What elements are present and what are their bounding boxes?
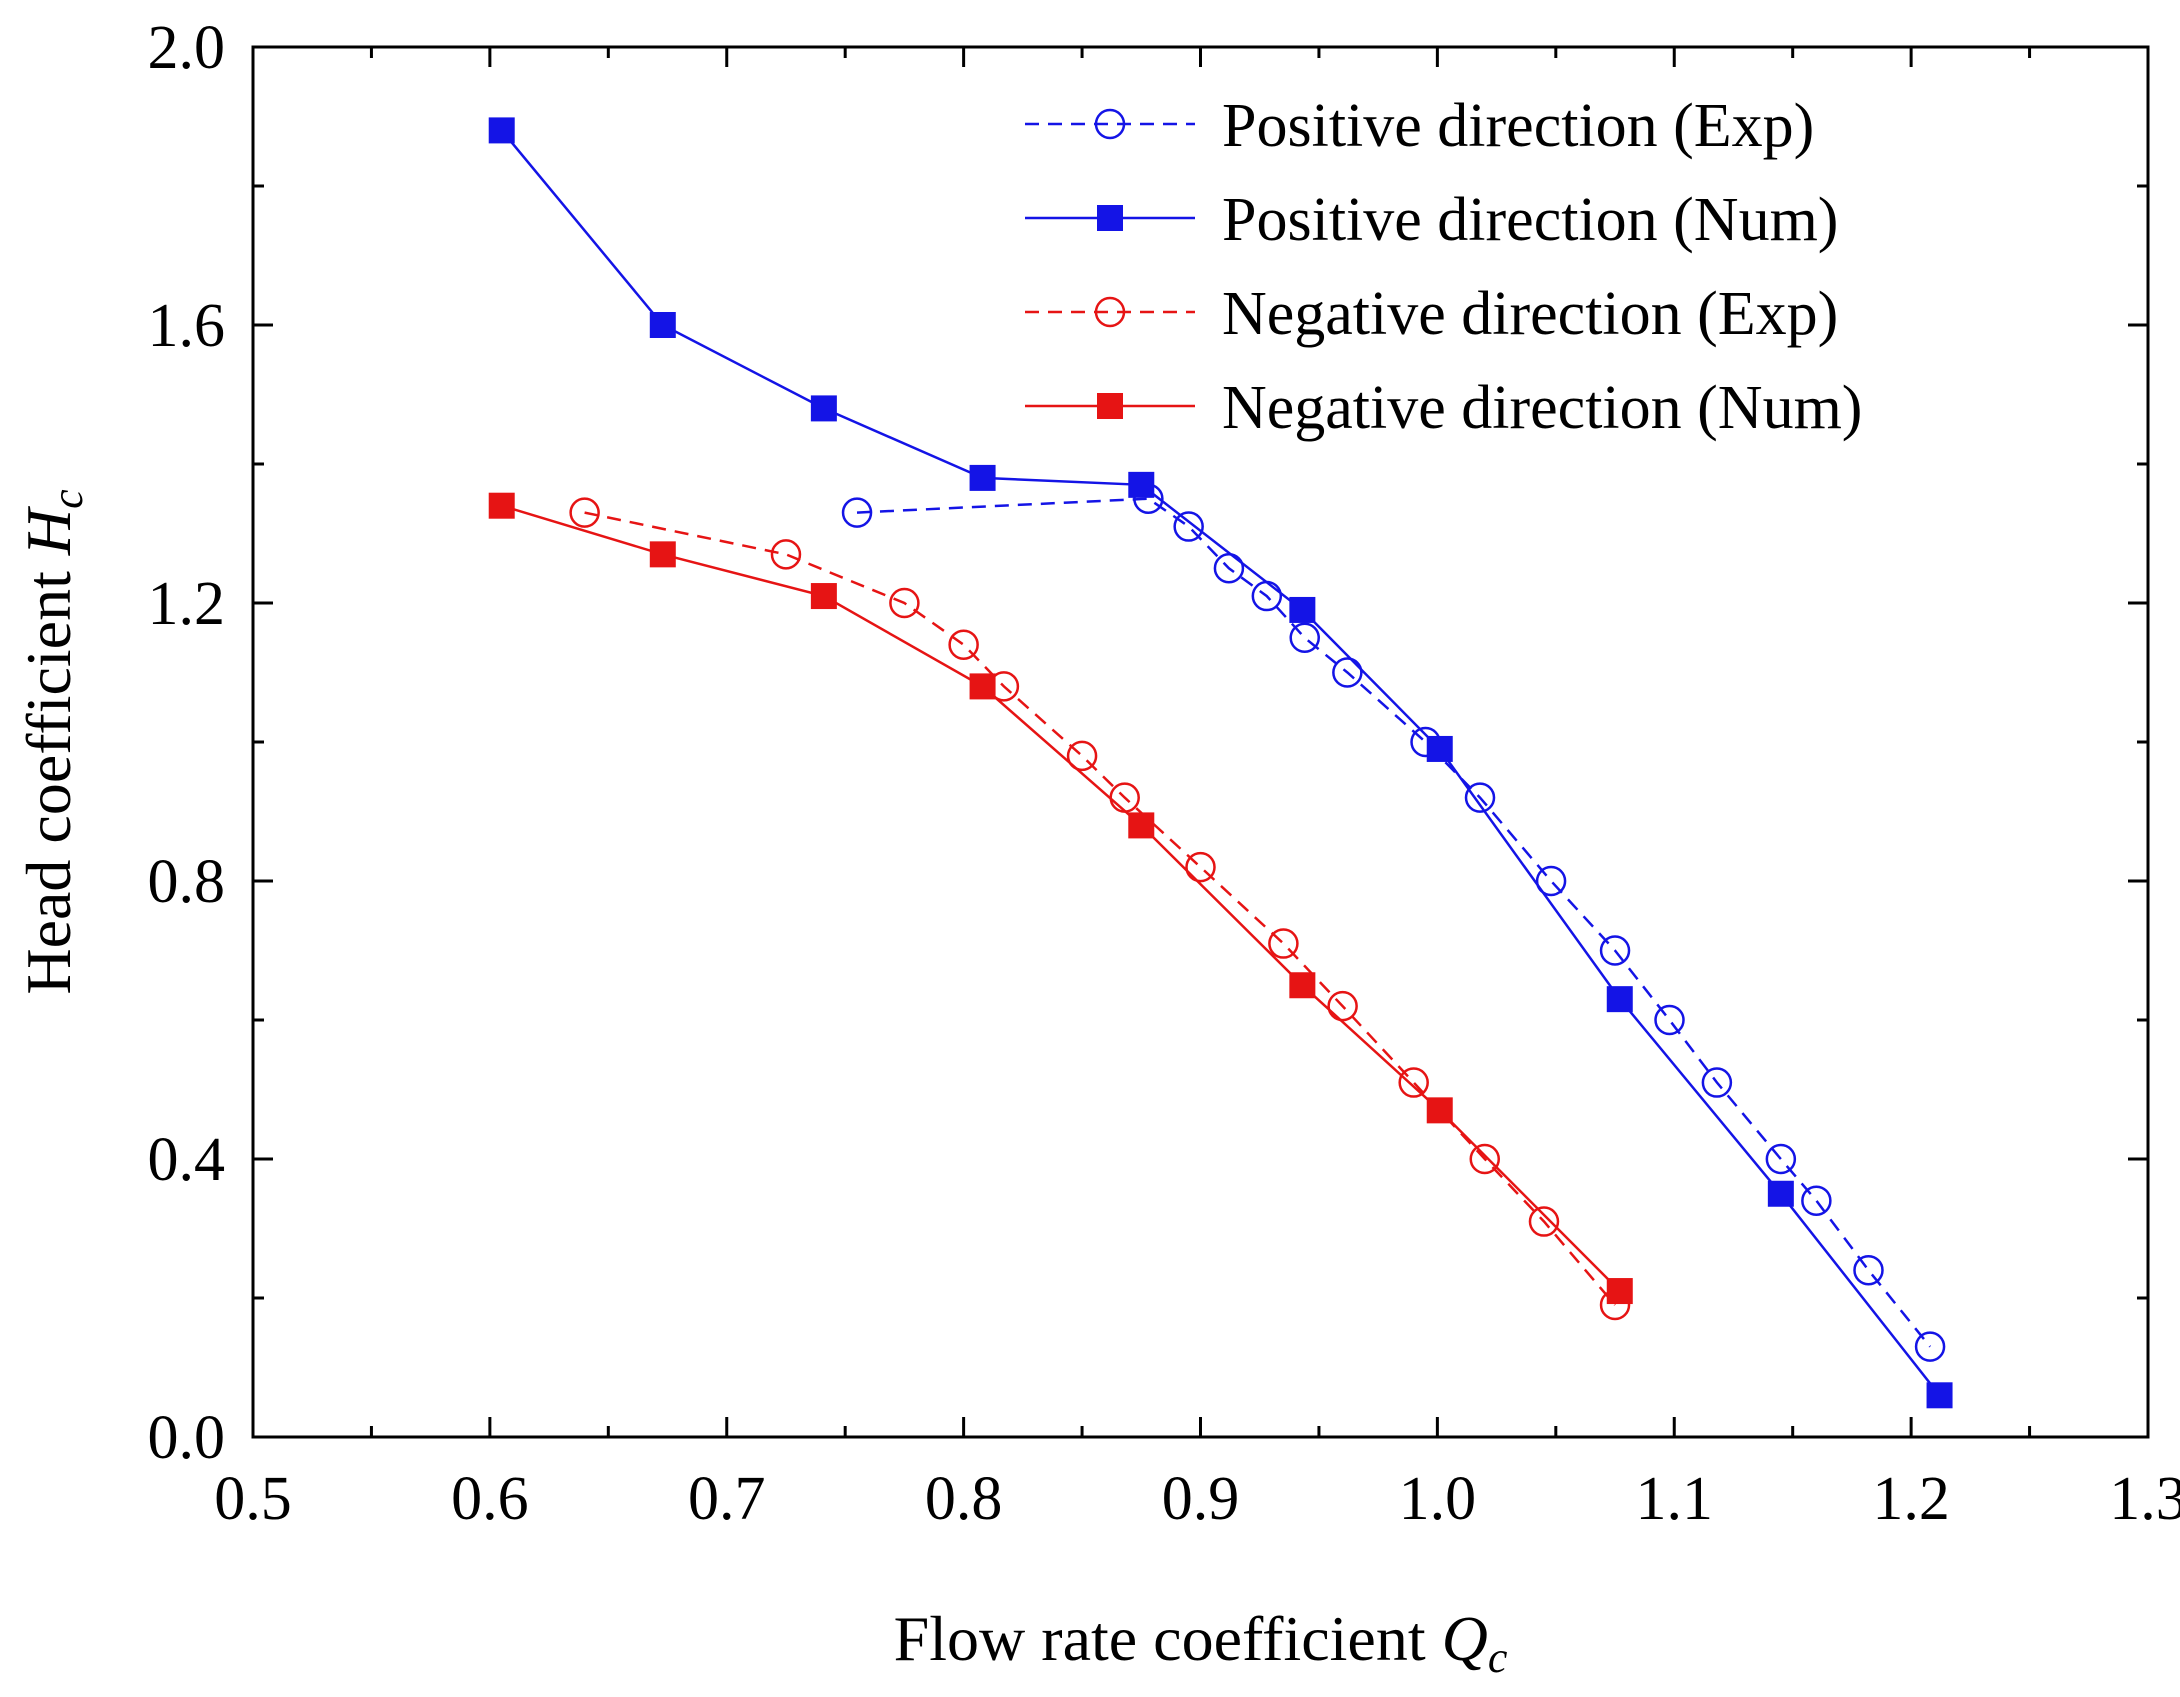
data-point: [1701, 1067, 1733, 1098]
data-point: [1289, 622, 1320, 653]
series-0: [841, 483, 1946, 1362]
series-layer: [488, 117, 1953, 1409]
y-axis-title: Head coefficient Hc: [13, 489, 92, 995]
data-point: [1268, 928, 1299, 959]
data-point: [1606, 986, 1633, 1013]
legend-entry: Negative direction (Exp): [1025, 280, 1838, 348]
data-point: [1914, 1331, 1946, 1362]
data-point: [1426, 1097, 1453, 1124]
data-point: [841, 497, 873, 528]
data-point: [1765, 1143, 1797, 1175]
legend-entry: Negative direction (Num): [1025, 374, 1862, 442]
data-point: [1464, 782, 1496, 813]
data-point: [1289, 596, 1316, 623]
x-axis-title-symbol: Q: [1442, 1603, 1488, 1674]
x-tick-label: 0.5: [214, 1465, 292, 1533]
x-tick-labels: 0.5 0.6 0.7 0.8 0.9 1.0 1.1 1.2 1.3: [214, 1465, 2180, 1533]
y-axis-title-symbol: H: [13, 505, 84, 556]
data-point: [1289, 972, 1316, 999]
legend-label: Negative direction (Num): [1222, 374, 1862, 442]
legend-entry: Positive direction (Exp): [1025, 92, 1814, 160]
data-point: [649, 541, 676, 568]
data-point: [1599, 935, 1631, 966]
x-tick-label: 1.1: [1636, 1465, 1714, 1533]
data-point: [1469, 1143, 1500, 1175]
data-point: [1853, 1254, 1884, 1286]
legend-label: Positive direction (Num): [1222, 186, 1838, 254]
data-point: [1332, 657, 1363, 688]
x-tick-label: 0.8: [925, 1465, 1003, 1533]
data-point: [1173, 511, 1204, 542]
y-tick-label: 0.4: [148, 1126, 226, 1194]
data-point: [1426, 735, 1453, 762]
plot-frame: [251, 45, 2150, 1439]
legend-marker: [1097, 205, 1123, 231]
series-line: [500, 129, 1941, 1397]
x-axis-title-text: Flow rate coefficient: [894, 1603, 1442, 1674]
x-tick-label: 1.2: [1872, 1465, 1950, 1533]
data-point: [810, 395, 837, 422]
data-point: [1398, 1067, 1429, 1098]
data-point: [569, 497, 600, 528]
data-point: [1654, 1004, 1685, 1036]
y-axis-title-subscript: c: [43, 489, 92, 509]
data-point: [1066, 740, 1098, 772]
y-tick-label: 2.0: [148, 14, 226, 82]
data-point: [1185, 851, 1216, 883]
data-point: [649, 312, 676, 338]
data-point: [1926, 1382, 1953, 1409]
data-point: [770, 539, 802, 570]
data-point: [1528, 1206, 1560, 1237]
x-tick-label: 0.9: [1162, 1465, 1240, 1533]
series-line: [584, 511, 1616, 1306]
y-tick-label: 1.2: [148, 570, 226, 638]
data-point: [810, 583, 837, 610]
data-point: [1535, 865, 1567, 897]
data-point: [1128, 471, 1155, 498]
data-point: [1767, 1180, 1794, 1207]
x-axis-title: Flow rate coefficient Qc: [894, 1603, 1508, 1682]
x-tick-label: 0.6: [451, 1465, 529, 1533]
axis-ticks: [251, 45, 2150, 1439]
y-tick-label: 0.8: [148, 848, 226, 916]
data-point: [889, 587, 920, 619]
series-3: [488, 492, 1633, 1305]
x-tick-label: 0.7: [688, 1465, 766, 1533]
x-axis-title-subscript: c: [1488, 1633, 1508, 1682]
data-point: [1801, 1185, 1832, 1216]
y-tick-label: 1.6: [148, 292, 226, 360]
y-tick-label: 0.0: [148, 1404, 226, 1472]
y-tick-labels: 0.0 0.4 0.8 1.2 1.6 2.0: [148, 14, 226, 1472]
data-point: [1128, 812, 1155, 839]
data-point: [488, 117, 515, 144]
legend-label: Positive direction (Exp): [1222, 92, 1814, 160]
x-tick-label: 1.3: [2109, 1465, 2180, 1533]
legend-entry: Positive direction (Num): [1025, 186, 1838, 254]
data-point: [969, 464, 996, 491]
series-1: [488, 117, 1953, 1409]
legend-label: Negative direction (Exp): [1222, 280, 1838, 348]
data-point: [1606, 1278, 1633, 1305]
legend: Positive direction (Exp) Positive directi…: [1025, 92, 1862, 442]
data-point: [969, 673, 996, 700]
legend-marker: [1094, 108, 1126, 140]
data-point: [948, 629, 979, 660]
legend-marker: [1094, 296, 1126, 328]
x-tick-label: 1.0: [1399, 1465, 1477, 1533]
legend-marker: [1097, 393, 1123, 419]
data-point: [488, 492, 515, 519]
series-line: [856, 497, 1932, 1348]
series-2: [569, 497, 1631, 1321]
y-axis-title-text: Head coefficient: [13, 555, 84, 994]
data-point: [1327, 990, 1358, 1022]
series-line: [501, 504, 1621, 1292]
